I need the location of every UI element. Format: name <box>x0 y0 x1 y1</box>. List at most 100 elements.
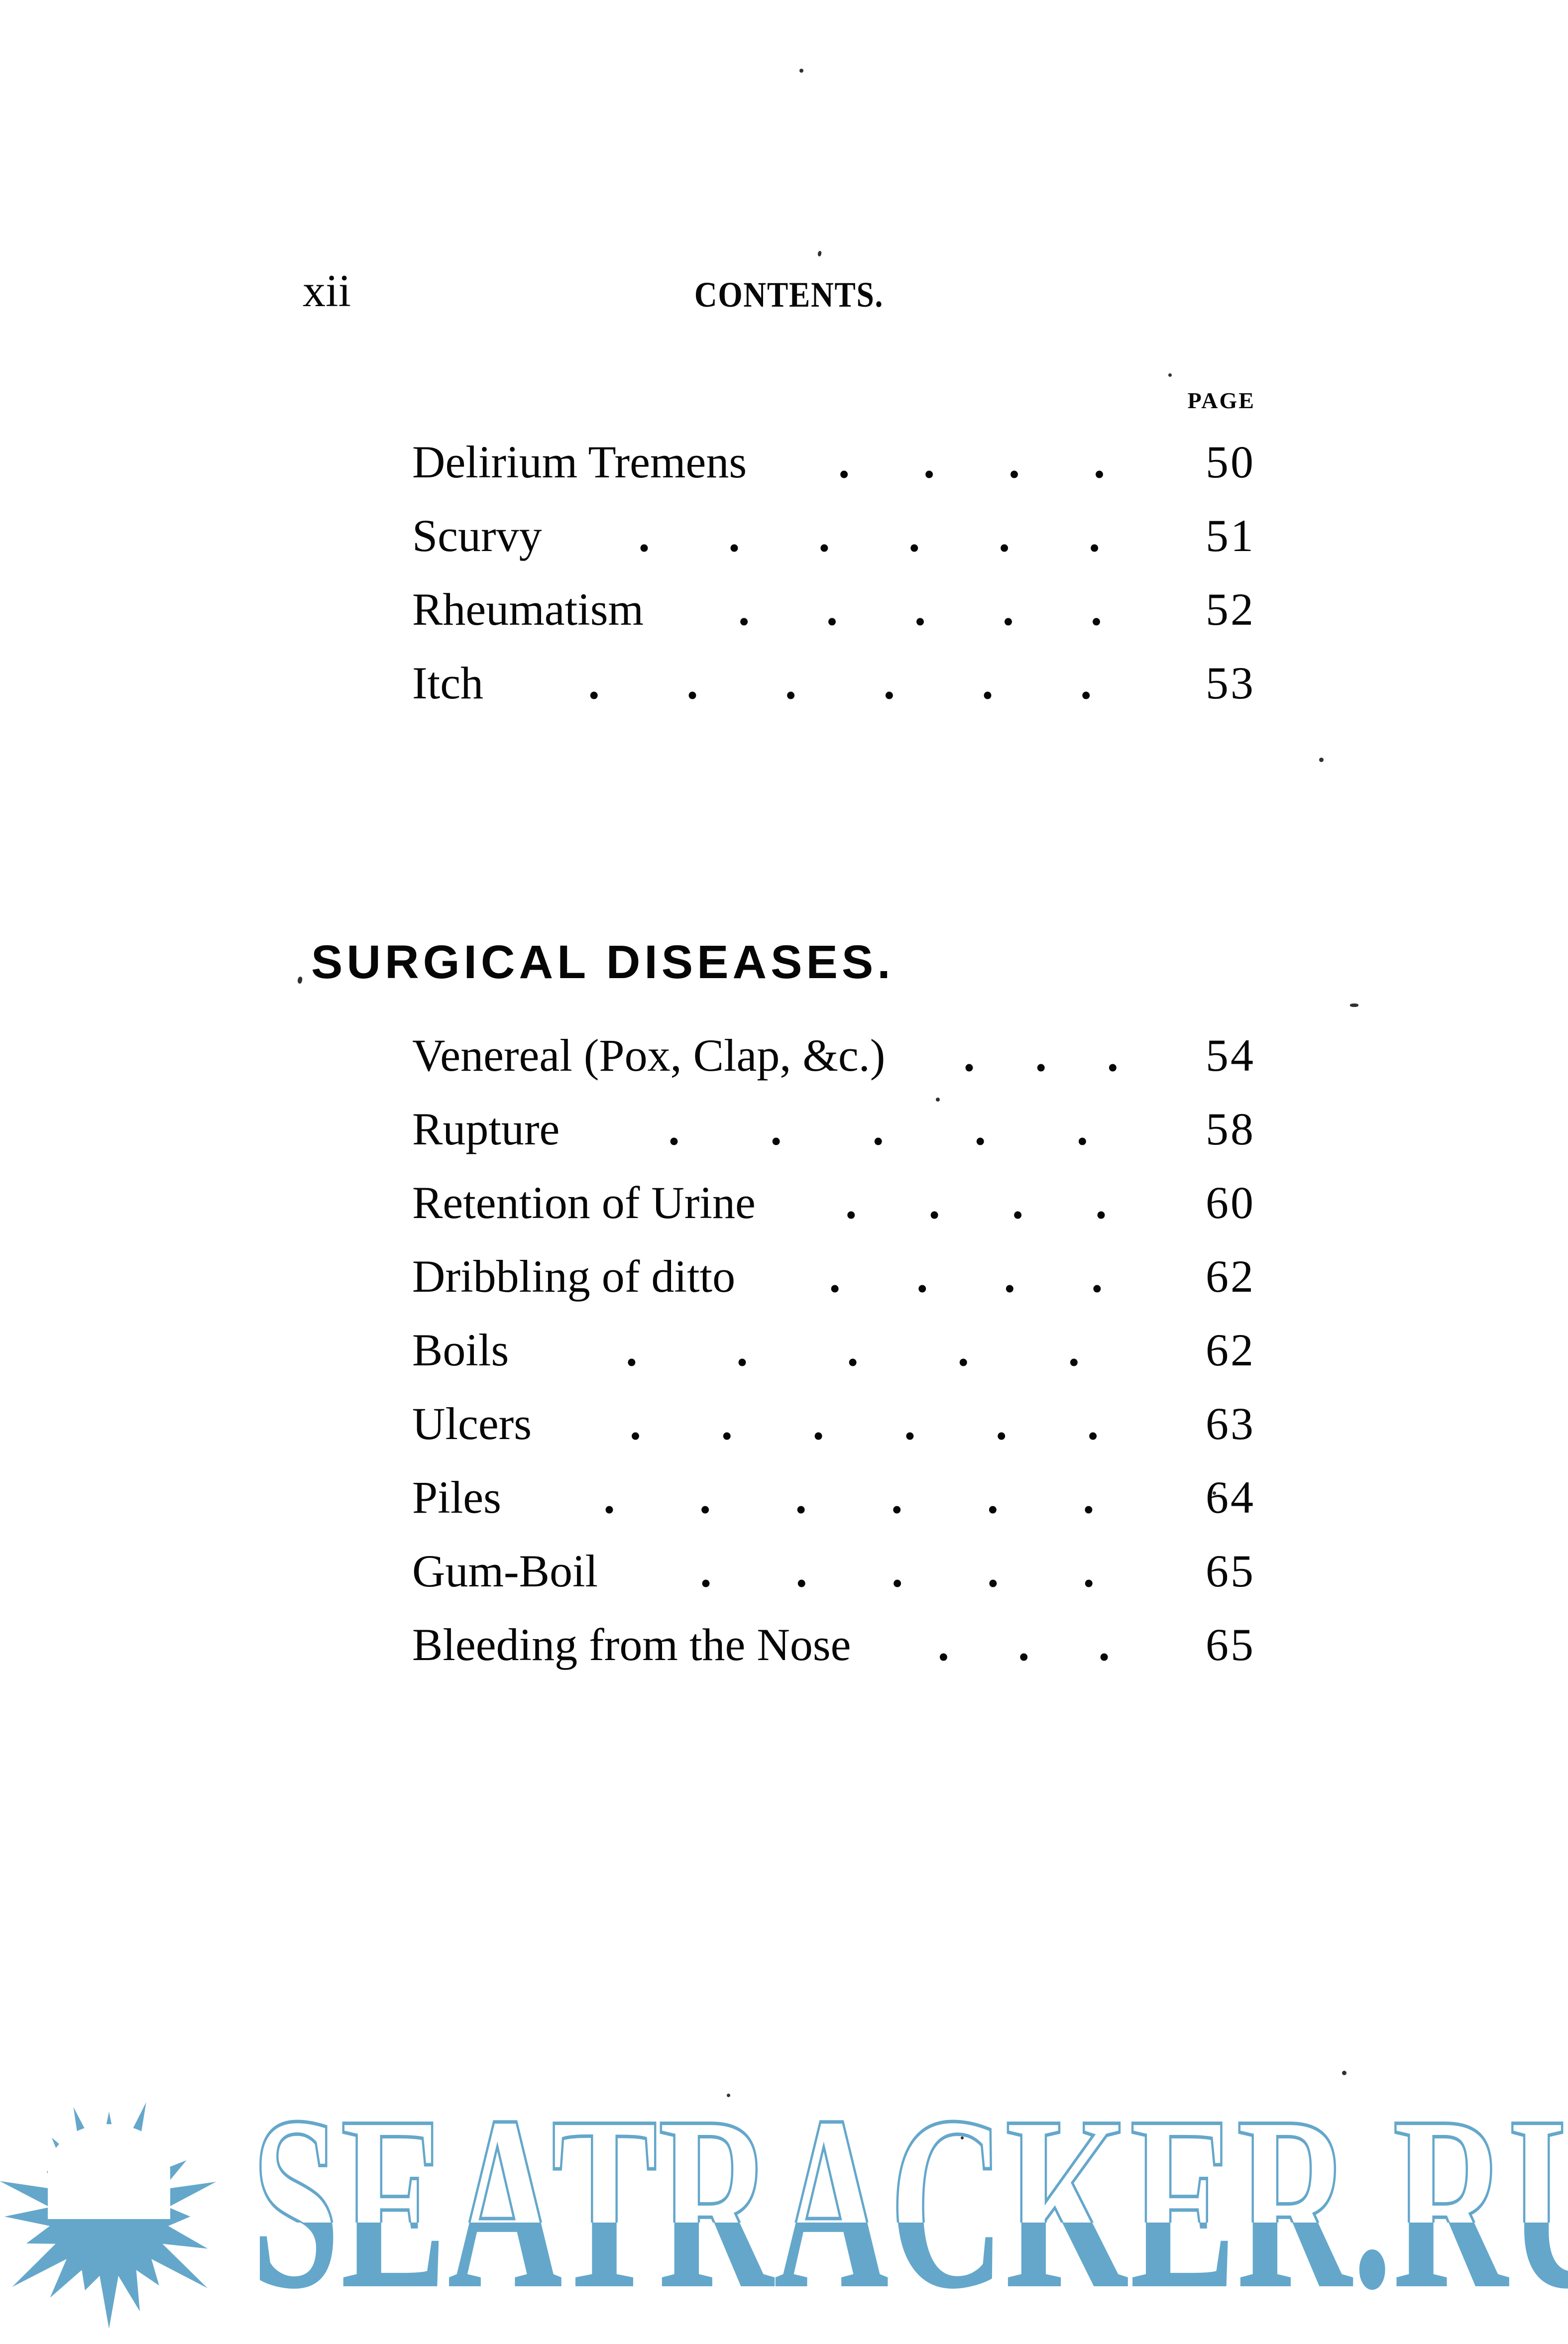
leader-dot: . <box>838 439 850 485</box>
leader-dot: . <box>908 513 920 558</box>
leader-dot: . <box>914 586 926 632</box>
leader-dot: . <box>1094 439 1105 485</box>
leader-dot: . <box>987 1474 999 1520</box>
toc-row: Itch ...... 53 <box>412 660 1255 706</box>
dot-leader: ... <box>851 1622 1186 1668</box>
section-heading: SURGICAL DISEASES. <box>311 936 895 989</box>
leader-dot: . <box>1083 1474 1095 1520</box>
leader-dot: . <box>785 660 797 706</box>
dot-leader: ... <box>885 1032 1186 1078</box>
leader-dot: . <box>700 1548 712 1594</box>
dot-leader: .... <box>735 1253 1186 1299</box>
toc-row: Delirium Tremens .... 50 <box>412 439 1255 485</box>
toc-section: SURGICAL DISEASES. Venereal (Pox, Clap, … <box>311 935 1255 1695</box>
leader-dot: . <box>974 1106 986 1152</box>
section-entries: Venereal (Pox, Clap, &c.) ... 54 Rupture… <box>412 1032 1255 1668</box>
toc-entry-page: 62 <box>1206 1325 1255 1375</box>
leader-dot: . <box>1087 1401 1099 1447</box>
scan-speck <box>799 69 803 73</box>
leader-dot: . <box>668 1106 680 1152</box>
leader-dot: . <box>626 1327 638 1373</box>
toc-row: Dribbling of ditto .... 62 <box>412 1253 1255 1299</box>
toc-entry-label: Itch <box>412 658 484 708</box>
dot-leader: ...... <box>532 1401 1186 1447</box>
leader-dot: . <box>892 1548 903 1594</box>
leader-dot: . <box>728 513 740 558</box>
folio-number: xii <box>303 265 351 316</box>
leader-dot: . <box>812 1401 824 1447</box>
page-title: CONTENTS. <box>694 275 884 315</box>
leader-dot: . <box>686 660 698 706</box>
toc-entry-label: Boils <box>412 1325 509 1375</box>
toc-entry-page: 54 <box>1206 1030 1255 1081</box>
toc-entry-label: Venereal (Pox, Clap, &c.) <box>412 1030 886 1081</box>
leader-dot: . <box>1003 586 1014 632</box>
leader-dot: . <box>736 1327 748 1373</box>
dot-leader: .... <box>747 439 1186 485</box>
leader-dot: . <box>629 1401 641 1447</box>
leader-dot: . <box>847 1327 859 1373</box>
leader-dot: . <box>1091 586 1102 632</box>
watermark-text-overlay: SEATRACKER.RU <box>251 2065 1568 2341</box>
toc-entry-page: 65 <box>1206 1619 1255 1670</box>
scan-speck <box>1342 2071 1346 2075</box>
toc-entry-label: Retention of Urine <box>412 1177 756 1228</box>
leader-dot: . <box>1107 1032 1119 1078</box>
leader-dot: . <box>928 1180 940 1226</box>
leader-dot: . <box>1035 1032 1047 1078</box>
leader-dot: . <box>937 1622 949 1668</box>
leader-dot: . <box>987 1548 999 1594</box>
leader-dot: . <box>999 513 1010 558</box>
toc-entry-page: 50 <box>1206 437 1255 487</box>
leader-dot: . <box>982 660 994 706</box>
leader-dot: . <box>829 1253 841 1299</box>
toc-entry-label: Delirium Tremens <box>412 437 747 487</box>
dot-leader: ..... <box>560 1106 1186 1152</box>
toc-row: Piles ...... 64 <box>412 1474 1255 1520</box>
leader-dot: . <box>923 439 935 485</box>
leader-dot: . <box>1004 1253 1015 1299</box>
scan-speck <box>1319 758 1324 762</box>
leader-dot: . <box>1008 439 1020 485</box>
leader-dot: . <box>1089 513 1101 558</box>
toc-entry-label: Piles <box>412 1472 501 1523</box>
leader-dot: . <box>721 1401 733 1447</box>
toc-entry-label: Dribbling of ditto <box>412 1251 736 1302</box>
toc-entry-page: 65 <box>1206 1546 1255 1596</box>
toc-entry-page: 52 <box>1206 584 1255 635</box>
toc-entry-label: Bleeding from the Nose <box>412 1619 851 1670</box>
toc-entry-page: 53 <box>1206 658 1255 708</box>
leader-dot: . <box>1018 1622 1030 1668</box>
watermark-text: SEATRACKER.RU <box>251 2065 1568 2341</box>
toc-entry-page: 64 <box>1206 1472 1255 1523</box>
dot-leader: ..... <box>644 586 1186 632</box>
section-entries: Delirium Tremens .... 50 Scurvy ...... 5… <box>412 439 1255 706</box>
leader-dot: . <box>795 1548 807 1594</box>
scan-speck <box>1350 1004 1358 1007</box>
toc-row: Rupture ..... 58 <box>412 1106 1255 1152</box>
toc-entry-page: 62 <box>1206 1251 1255 1302</box>
toc-row: Bleeding from the Nose ... 65 <box>412 1622 1255 1668</box>
toc-entry-page: 51 <box>1206 510 1255 561</box>
scan-speck <box>727 2094 730 2097</box>
toc-entry-label: Scurvy <box>412 510 542 561</box>
toc-section: Delirium Tremens .... 50 Scurvy ...... 5… <box>311 439 1255 734</box>
leader-dot: . <box>1076 1106 1088 1152</box>
dot-leader: ...... <box>483 660 1186 706</box>
leader-dot: . <box>1095 1180 1107 1226</box>
toc-entry-page: 60 <box>1206 1177 1255 1228</box>
sun-dome <box>48 2124 170 2220</box>
scan-speck <box>1168 373 1172 377</box>
dot-leader: ...... <box>501 1474 1186 1520</box>
scan-speck <box>936 1098 940 1102</box>
toc-row: Gum-Boil ..... 65 <box>412 1548 1255 1594</box>
leader-dot: . <box>1083 1548 1095 1594</box>
toc-entry-page: 58 <box>1206 1104 1255 1154</box>
leader-dot: . <box>795 1474 807 1520</box>
leader-dot: . <box>699 1474 711 1520</box>
leader-dot: . <box>916 1253 928 1299</box>
leader-dot: . <box>904 1401 916 1447</box>
leader-dot: . <box>883 660 895 706</box>
